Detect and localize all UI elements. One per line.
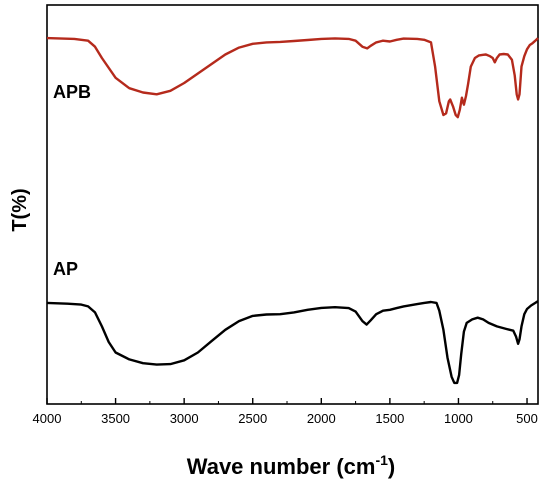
series-label-apb: APB: [53, 82, 91, 102]
x-tick-label-3000: 3000: [170, 411, 199, 426]
y-axis-title: T(%): [9, 188, 31, 231]
plot-border: [46, 4, 539, 405]
series-labels: APB AP: [53, 82, 91, 279]
x-tick-label-3500: 3500: [101, 411, 130, 426]
x-tick-label-2500: 2500: [238, 411, 267, 426]
x-tick-label-2000: 2000: [307, 411, 336, 426]
x-tick-label-1000: 1000: [444, 411, 473, 426]
x-axis-title: Wave number (cm-1): [187, 452, 395, 479]
x-axis-ticks: 4000 3500 3000 2500 2000 1500 1000 500: [33, 398, 538, 426]
x-axis-title-close: ): [388, 454, 395, 479]
series-line-ap: [46, 300, 539, 385]
x-axis-title-sup: -1: [375, 452, 388, 468]
x-tick-label-1500: 1500: [375, 411, 404, 426]
x-tick-label-4000: 4000: [33, 411, 62, 426]
series-group: [46, 36, 539, 385]
x-axis-title-main: Wave number (cm: [187, 454, 376, 479]
x-tick-label-500: 500: [516, 411, 538, 426]
series-line-apb: [46, 36, 539, 119]
series-label-ap: AP: [53, 259, 78, 279]
plot-frame: [46, 4, 539, 405]
